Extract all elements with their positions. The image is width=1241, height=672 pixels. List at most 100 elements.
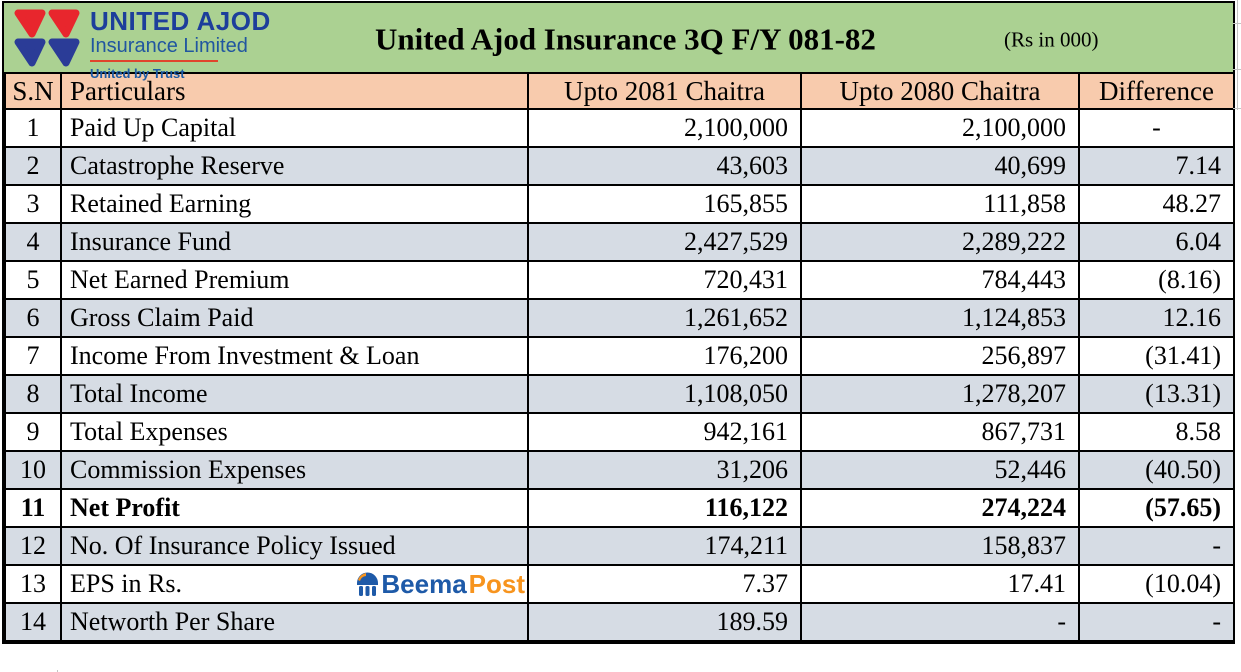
cell-2080: 52,446	[800, 450, 1080, 490]
cell-2081: 174,211	[527, 526, 802, 566]
financial-results-table: S.N Particulars Upto 2081 Chaitra Upto 2…	[4, 72, 1235, 642]
header-particulars: Particulars	[60, 72, 529, 110]
cell-particulars: Insurance Fund	[60, 222, 529, 262]
cell-sn: 13	[4, 564, 62, 604]
cell-2081: 2,427,529	[527, 222, 802, 262]
cell-2080: 274,224	[800, 488, 1080, 528]
cell-2080: 256,897	[800, 336, 1080, 376]
cell-2081: 189.59	[527, 602, 802, 642]
table-row: 6 Gross Claim Paid 1,261,652 1,124,853 1…	[4, 298, 1235, 338]
cell-diff: (13.31)	[1078, 374, 1235, 414]
cell-diff: (57.65)	[1078, 488, 1235, 528]
header-sn: S.N	[4, 72, 62, 110]
cell-2080: 111,858	[800, 184, 1080, 224]
cell-particulars: Total Expenses	[60, 412, 529, 452]
table-row: 1 Paid Up Capital 2,100,000 2,100,000 -	[4, 108, 1235, 148]
banner: UNITED AJOD Insurance Limited United by …	[4, 3, 1233, 80]
cell-particulars: Commission Expenses	[60, 450, 529, 490]
cell-sn: 10	[4, 450, 62, 490]
logo-text-block: UNITED AJOD Insurance Limited United by …	[90, 8, 271, 80]
cell-diff: (8.16)	[1078, 260, 1235, 300]
cell-particulars: Gross Claim Paid	[60, 298, 529, 338]
header-row: S.N Particulars Upto 2081 Chaitra Upto 2…	[4, 72, 1235, 110]
cell-sn: 14	[4, 602, 62, 642]
cell-diff: 7.14	[1078, 146, 1235, 186]
table-row: 14 Networth Per Share 189.59 - -	[4, 602, 1235, 642]
header-upto-2080: Upto 2080 Chaitra	[800, 72, 1080, 110]
table-row: 5 Net Earned Premium 720,431 784,443 (8.…	[4, 260, 1235, 300]
unit-note: (Rs in 000)	[1004, 27, 1099, 51]
cell-diff: 12.16	[1078, 298, 1235, 338]
cell-sn: 11	[4, 488, 62, 528]
gridline-remnant	[57, 670, 58, 672]
cell-diff: (10.04)	[1078, 564, 1235, 604]
cell-2081: 2,100,000	[527, 108, 802, 148]
cell-2081: 1,261,652	[527, 298, 802, 338]
united-ajod-logo-icon	[14, 9, 80, 72]
beemapost-umbrella-icon	[357, 572, 379, 596]
cell-2080: 867,731	[800, 412, 1080, 452]
table-row: 12 No. Of Insurance Policy Issued 174,21…	[4, 526, 1235, 566]
table-row: 9 Total Expenses 942,161 867,731 8.58	[4, 412, 1235, 452]
beemapost-watermark: Beema Post	[356, 571, 525, 598]
table-row: 4 Insurance Fund 2,427,529 2,289,222 6.0…	[4, 222, 1235, 262]
financial-table-sheet: UNITED AJOD Insurance Limited United by …	[2, 1, 1235, 644]
cell-2080: 1,124,853	[800, 298, 1080, 338]
header-difference: Difference	[1078, 72, 1235, 110]
logo-tagline: United by Trust	[90, 66, 185, 81]
cell-sn: 5	[4, 260, 62, 300]
cell-particulars: Net Profit	[60, 488, 529, 528]
logo-company-name: UNITED AJOD	[90, 6, 271, 36]
cell-diff: (31.41)	[1078, 336, 1235, 376]
cell-particulars: Total Income	[60, 374, 529, 414]
cell-diff: (40.50)	[1078, 450, 1235, 490]
gridline-remnant	[1233, 23, 1241, 24]
gridline-remnant	[1237, 0, 1238, 110]
cell-sn: 9	[4, 412, 62, 452]
cell-2080: -	[800, 602, 1080, 642]
header-upto-2081: Upto 2081 Chaitra	[527, 72, 802, 110]
cell-sn: 12	[4, 526, 62, 566]
cell-diff: -	[1078, 602, 1235, 642]
cell-2081: 176,200	[527, 336, 802, 376]
cell-2081: 720,431	[527, 260, 802, 300]
cell-2080: 17.41	[800, 564, 1080, 604]
cell-2081: 31,206	[527, 450, 802, 490]
cell-2081: 1,108,050	[527, 374, 802, 414]
cell-2081: 43,603	[527, 146, 802, 186]
cell-2080: 2,100,000	[800, 108, 1080, 148]
table-row: 2 Catastrophe Reserve 43,603 40,699 7.14	[4, 146, 1235, 186]
cell-diff: 6.04	[1078, 222, 1235, 262]
cell-particulars: Net Earned Premium	[60, 260, 529, 300]
cell-particulars: Retained Earning	[60, 184, 529, 224]
cell-sn: 8	[4, 374, 62, 414]
cell-sn: 2	[4, 146, 62, 186]
cell-sn: 6	[4, 298, 62, 338]
gridline-remnant	[1233, 69, 1241, 70]
beemapost-beema-text: Beema	[381, 569, 467, 599]
cell-2081: 116,122	[527, 488, 802, 528]
cell-diff: 48.27	[1078, 184, 1235, 224]
cell-2080: 158,837	[800, 526, 1080, 566]
cell-diff: -	[1078, 526, 1235, 566]
cell-sn: 3	[4, 184, 62, 224]
logo-subtitle: Insurance Limited	[90, 35, 248, 57]
cell-particulars: Networth Per Share	[60, 602, 529, 642]
page-title: United Ajod Insurance 3Q F/Y 081-82	[375, 20, 876, 56]
table-row-net-profit: 11 Net Profit 116,122 274,224 (57.65)	[4, 488, 1235, 528]
cell-2081: 942,161	[527, 412, 802, 452]
table-row-eps: 13 EPS in Rs. Beema Post	[4, 564, 1235, 604]
cell-particulars: No. Of Insurance Policy Issued	[60, 526, 529, 566]
cell-2080: 2,289,222	[800, 222, 1080, 262]
cell-2080: 1,278,207	[800, 374, 1080, 414]
table-row: 7 Income From Investment & Loan 176,200 …	[4, 336, 1235, 376]
cell-particulars: Catastrophe Reserve	[60, 146, 529, 186]
cell-sn: 4	[4, 222, 62, 262]
cell-sn: 1	[4, 108, 62, 148]
cell-particulars: Income From Investment & Loan	[60, 336, 529, 376]
cell-sn: 7	[4, 336, 62, 376]
gridline-remnant	[1233, 108, 1241, 109]
table-row: 10 Commission Expenses 31,206 52,446 (40…	[4, 450, 1235, 490]
cell-2081: 7.37	[527, 564, 802, 604]
cell-2080: 40,699	[800, 146, 1080, 186]
